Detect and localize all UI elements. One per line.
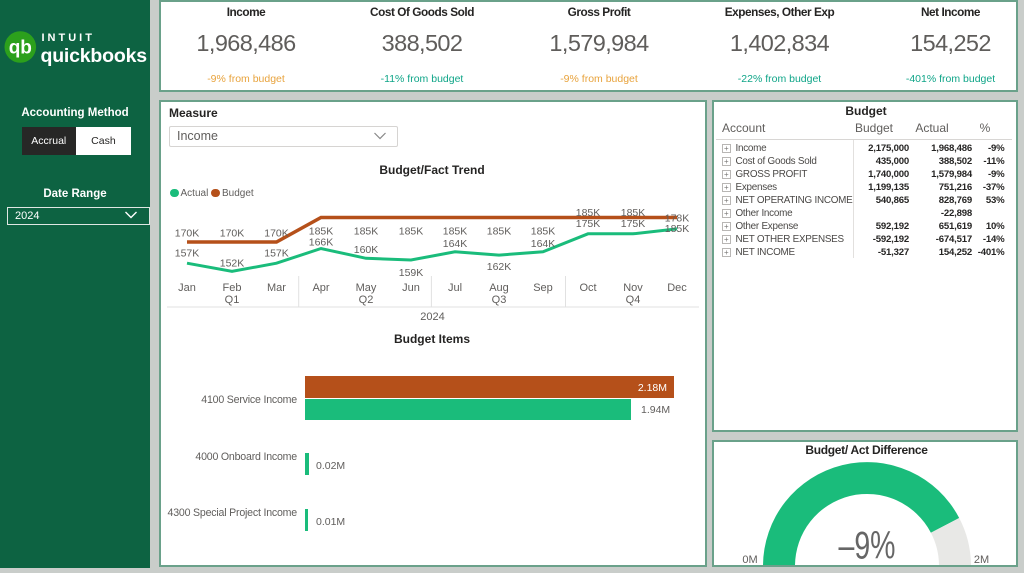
- svg-text:185K: 185K: [576, 207, 601, 219]
- svg-text:185K: 185K: [531, 225, 556, 237]
- svg-text:185K: 185K: [443, 225, 468, 237]
- svg-text:qb: qb: [9, 38, 32, 59]
- svg-text:185K: 185K: [309, 225, 334, 237]
- svg-text:185K: 185K: [665, 223, 690, 235]
- svg-text:Apr: Apr: [312, 282, 329, 294]
- svg-text:Mar: Mar: [267, 282, 286, 294]
- svg-text:175K: 175K: [621, 218, 646, 230]
- svg-text:185K: 185K: [399, 225, 424, 237]
- svg-text:185K: 185K: [487, 225, 512, 237]
- svg-text:0M: 0M: [742, 554, 757, 565]
- svg-text:185K: 185K: [354, 225, 379, 237]
- svg-text:Jul: Jul: [448, 282, 462, 294]
- svg-text:Q4: Q4: [626, 294, 641, 306]
- svg-text:quickbooks: quickbooks: [41, 45, 148, 67]
- svg-text:Sep: Sep: [533, 282, 553, 294]
- svg-text:2024: 2024: [420, 311, 444, 323]
- svg-text:Oct: Oct: [579, 282, 596, 294]
- svg-text:160K: 160K: [354, 244, 379, 256]
- svg-text:157K: 157K: [175, 248, 200, 260]
- svg-text:Jun: Jun: [402, 282, 420, 294]
- svg-text:185K: 185K: [621, 207, 646, 219]
- svg-text:2M: 2M: [974, 554, 989, 565]
- svg-text:164K: 164K: [531, 238, 556, 250]
- svg-text:170K: 170K: [264, 228, 289, 240]
- svg-text:152K: 152K: [220, 257, 245, 269]
- svg-text:178K: 178K: [665, 213, 690, 225]
- svg-text:Aug: Aug: [489, 282, 509, 294]
- svg-text:Q2: Q2: [359, 294, 374, 306]
- svg-text:Q3: Q3: [492, 294, 507, 306]
- svg-text:INTUIT: INTUIT: [42, 32, 95, 44]
- svg-text:170K: 170K: [175, 228, 200, 240]
- svg-text:166K: 166K: [309, 237, 334, 249]
- svg-text:164K: 164K: [443, 238, 468, 250]
- svg-text:–9%: –9%: [839, 525, 896, 566]
- svg-text:Dec: Dec: [667, 282, 687, 294]
- svg-text:170K: 170K: [220, 228, 245, 240]
- svg-text:162K: 162K: [487, 261, 512, 273]
- svg-text:175K: 175K: [576, 218, 601, 230]
- svg-text:159K: 159K: [399, 267, 424, 279]
- svg-text:157K: 157K: [264, 248, 289, 260]
- svg-text:Q1: Q1: [225, 294, 240, 306]
- svg-text:Feb: Feb: [223, 282, 242, 294]
- svg-text:Nov: Nov: [623, 282, 643, 294]
- svg-text:Jan: Jan: [178, 282, 196, 294]
- svg-text:May: May: [356, 282, 377, 294]
